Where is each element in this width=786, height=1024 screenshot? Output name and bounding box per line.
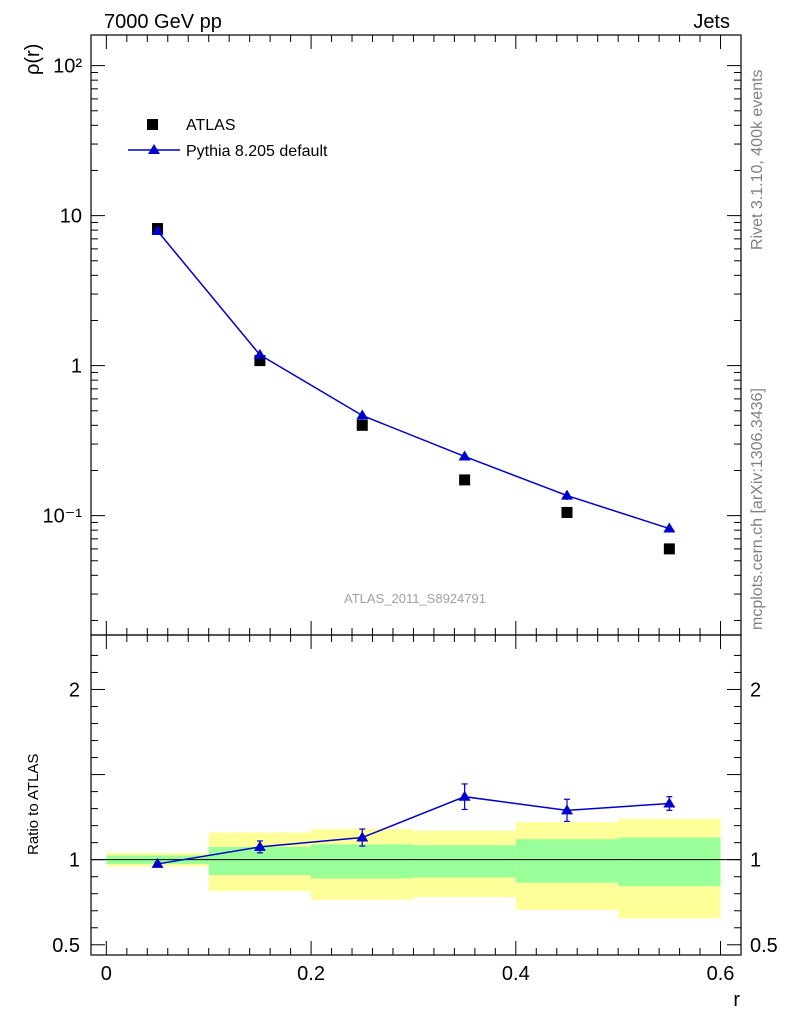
pythia-data-point [356, 409, 369, 420]
analysis-watermark: ATLAS_2011_S8924791 [344, 591, 486, 606]
x-tick-label: 0.4 [502, 963, 530, 985]
legend-data-marker [147, 119, 158, 130]
ratio-data-point [663, 797, 676, 808]
ratio-y-tick-label-left: 1 [69, 850, 80, 872]
ratio-data-point [356, 831, 369, 842]
x-tick-label: 0.2 [297, 963, 325, 985]
legend-data-label: ATLAS [186, 117, 236, 134]
x-tick-label: 0 [101, 963, 112, 985]
main-y-tick-label: 10² [53, 56, 82, 78]
ratio-y-tick-label-right: 2 [750, 679, 761, 701]
x-axis-label: r [733, 989, 740, 1011]
legend-mc-label: Pythia 8.205 default [186, 143, 328, 160]
ratio-plot-frame [90, 634, 742, 956]
ratio-y-tick-label-right: 1 [750, 850, 761, 872]
atlas-data-point [254, 355, 266, 367]
atlas-data-point [356, 419, 368, 431]
ratio-band-inner [311, 844, 414, 879]
pythia-data-point [560, 489, 573, 500]
ratio-y-tick-label-left: 0.5 [52, 935, 80, 957]
main-y-axis-label: ρ(r) [22, 44, 44, 75]
ratio-data-point [458, 790, 471, 801]
rivet-version-label: Rivet 3.1.10, 400k events [749, 69, 766, 250]
ratio-y-axis-label: Ratio to ATLAS [25, 754, 42, 855]
pythia-data-point [151, 224, 164, 235]
pythia-data-point [663, 522, 676, 533]
header-collision-label: 7000 GeV pp [104, 11, 222, 33]
ratio-data-point [560, 804, 573, 815]
ratio-band-inner [618, 837, 721, 887]
pythia-line [156, 230, 670, 530]
ratio-y-tick-label-right: 0.5 [750, 935, 778, 957]
pythia-data-point [458, 450, 471, 461]
ratio-band-inner [413, 845, 516, 878]
legend-mc-marker [148, 144, 160, 154]
main-y-tick-label: 1 [71, 356, 82, 378]
atlas-data-point [663, 543, 675, 555]
atlas-data-point [561, 506, 573, 518]
x-tick-label: 0.6 [707, 963, 735, 985]
ratio-data-point [151, 857, 164, 868]
mcplots-credit-label: mcplots.cern.ch [arXiv:1306.3436] [749, 388, 766, 630]
main-y-tick-label: 10 [60, 206, 82, 228]
ratio-line [157, 795, 670, 865]
main-y-tick-label: 10⁻¹ [43, 506, 83, 528]
legend: ATLAS Pythia 8.205 default [128, 117, 328, 160]
ratio-band-inner [515, 839, 619, 883]
atlas-data-point [459, 474, 471, 486]
ratio-y-tick-label-left: 2 [69, 679, 80, 701]
ratio-data-point [253, 840, 266, 851]
pythia-data-point [253, 348, 266, 359]
header-process-label: Jets [693, 11, 730, 33]
